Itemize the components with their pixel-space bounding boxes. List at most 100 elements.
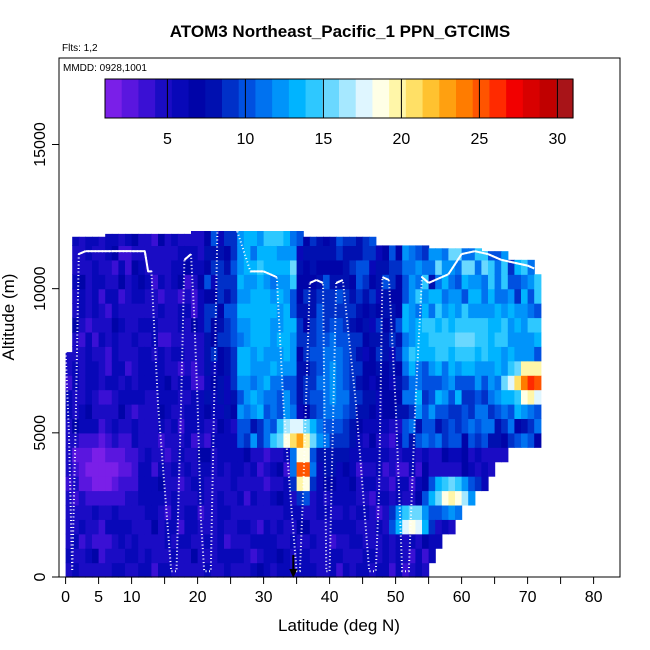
heatmap-cell: [303, 274, 311, 290]
heatmap-cell: [342, 548, 350, 564]
heatmap-cell: [422, 418, 430, 434]
heatmap-cell: [191, 432, 199, 448]
heatmap-cell: [501, 404, 509, 420]
heatmap-cell: [217, 432, 225, 448]
heatmap-cell: [98, 562, 106, 578]
heatmap-cell: [316, 331, 324, 347]
heatmap-cell: [118, 245, 126, 261]
heatmap-cell: [474, 248, 482, 261]
heatmap-cell: [171, 317, 179, 333]
heatmap-cell: [224, 490, 232, 506]
heatmap-cell: [290, 461, 298, 477]
heatmap-cell: [111, 245, 119, 261]
heatmap-cell: [296, 346, 304, 362]
heatmap-cell: [481, 331, 489, 347]
heatmap-cell: [224, 461, 232, 477]
heatmap-cell: [435, 432, 443, 448]
heatmap-cell: [118, 447, 126, 463]
colorbar-swatch: [322, 79, 340, 118]
heatmap-cell: [356, 245, 364, 261]
heatmap-cell: [382, 418, 390, 434]
heatmap-cell: [98, 274, 106, 290]
colorbar-swatch: [539, 79, 557, 118]
heatmap-cell: [237, 519, 245, 535]
heatmap-cell: [448, 490, 456, 506]
heatmap-cell: [230, 360, 238, 376]
heatmap-cell: [177, 432, 185, 448]
heatmap-cell: [415, 461, 423, 477]
heatmap-cell: [191, 274, 199, 290]
flight-track-leg: [447, 253, 463, 275]
heatmap-cell: [85, 389, 93, 405]
heatmap-cell: [204, 303, 212, 319]
heatmap-cell: [507, 360, 515, 376]
heatmap-cell: [369, 548, 377, 564]
heatmap-cell: [369, 245, 377, 261]
heatmap-cell: [171, 461, 179, 477]
heatmap-cell: [382, 432, 390, 448]
heatmap-cell: [474, 432, 482, 448]
heatmap-cell: [428, 346, 436, 362]
heatmap-cell: [118, 233, 126, 247]
heatmap-cell: [138, 461, 146, 477]
heatmap-cell: [276, 259, 284, 275]
heatmap-cell: [243, 231, 251, 247]
heatmap-cell: [422, 562, 430, 578]
heatmap-cell: [303, 432, 311, 448]
heatmap-cell: [257, 231, 265, 247]
heatmap-cell: [402, 274, 410, 290]
colorbar-swatch: [422, 79, 440, 118]
heatmap-cell: [362, 245, 370, 261]
heatmap-cell: [342, 519, 350, 535]
heatmap-cell: [468, 490, 476, 506]
heatmap-cell: [521, 317, 529, 333]
heatmap-cell: [263, 303, 271, 319]
heatmap-cell: [356, 476, 364, 492]
heatmap-cell: [131, 245, 139, 261]
heatmap-cell: [329, 562, 337, 578]
colorbar-swatch: [171, 79, 190, 118]
heatmap-cell: [283, 317, 291, 333]
heatmap-cell: [290, 360, 298, 376]
heatmap-cell: [290, 418, 298, 434]
heatmap-cell: [415, 245, 423, 261]
heatmap-cell: [184, 288, 192, 304]
heatmap-cell: [441, 461, 449, 477]
heatmap-cell: [151, 490, 159, 506]
heatmap-cell: [78, 461, 86, 477]
heatmap-cell: [474, 360, 482, 376]
heatmap-cell: [415, 562, 423, 578]
heatmap-cell: [316, 303, 324, 319]
heatmap-cell: [85, 432, 93, 448]
flight-track-leg: [335, 279, 344, 284]
heatmap-cell: [92, 533, 100, 549]
heatmap-cell: [85, 490, 93, 506]
heatmap-cell: [534, 331, 542, 347]
heatmap-cell: [158, 519, 166, 535]
heatmap-cell: [184, 548, 192, 564]
heatmap-cell: [197, 476, 205, 492]
heatmap-cell: [72, 519, 80, 535]
heatmap-cell: [105, 288, 113, 304]
heatmap-cell: [329, 389, 337, 405]
heatmap-cell: [111, 447, 119, 463]
heatmap-cell: [342, 274, 350, 290]
heatmap-cell: [276, 519, 284, 535]
heatmap-cell: [204, 548, 212, 564]
heatmap-cell: [435, 519, 443, 535]
heatmap-cell: [290, 432, 298, 448]
heatmap-cell: [138, 389, 146, 405]
heatmap-cell: [428, 476, 436, 492]
heatmap-cell: [131, 317, 139, 333]
heatmap-cell: [408, 447, 416, 463]
heatmap-cell: [177, 233, 185, 247]
heatmap-cell: [309, 259, 317, 275]
heatmap-cell: [448, 519, 456, 535]
heatmap-cell: [428, 519, 436, 535]
heatmap-cell: [237, 533, 245, 549]
heatmap-cell: [151, 548, 159, 564]
heatmap-cell: [144, 432, 152, 448]
heatmap-cell: [92, 461, 100, 477]
heatmap-cell: [369, 375, 377, 391]
heatmap-cell: [250, 432, 258, 448]
